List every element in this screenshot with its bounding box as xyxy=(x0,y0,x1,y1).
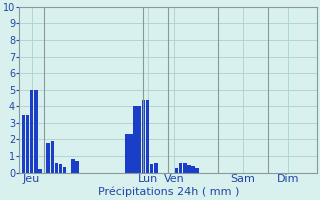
Bar xyxy=(146,100,149,173)
Bar xyxy=(26,115,29,173)
Bar xyxy=(175,168,178,173)
Bar xyxy=(59,164,62,173)
Bar xyxy=(138,106,141,173)
Bar xyxy=(51,141,54,173)
Bar xyxy=(71,159,75,173)
Bar xyxy=(63,167,67,173)
Bar xyxy=(129,134,133,173)
Bar xyxy=(38,169,42,173)
Bar xyxy=(142,100,145,173)
Bar xyxy=(34,90,37,173)
Bar xyxy=(196,168,199,173)
Bar xyxy=(179,163,182,173)
Bar xyxy=(183,163,187,173)
Bar xyxy=(154,163,157,173)
Bar xyxy=(125,134,129,173)
Bar xyxy=(30,90,33,173)
Bar xyxy=(187,165,191,173)
Bar xyxy=(133,106,137,173)
Bar xyxy=(191,166,195,173)
Bar xyxy=(46,143,50,173)
Bar xyxy=(21,115,25,173)
Bar xyxy=(76,161,79,173)
X-axis label: Précipitations 24h ( mm ): Précipitations 24h ( mm ) xyxy=(98,187,239,197)
Bar xyxy=(150,164,153,173)
Bar xyxy=(55,163,58,173)
